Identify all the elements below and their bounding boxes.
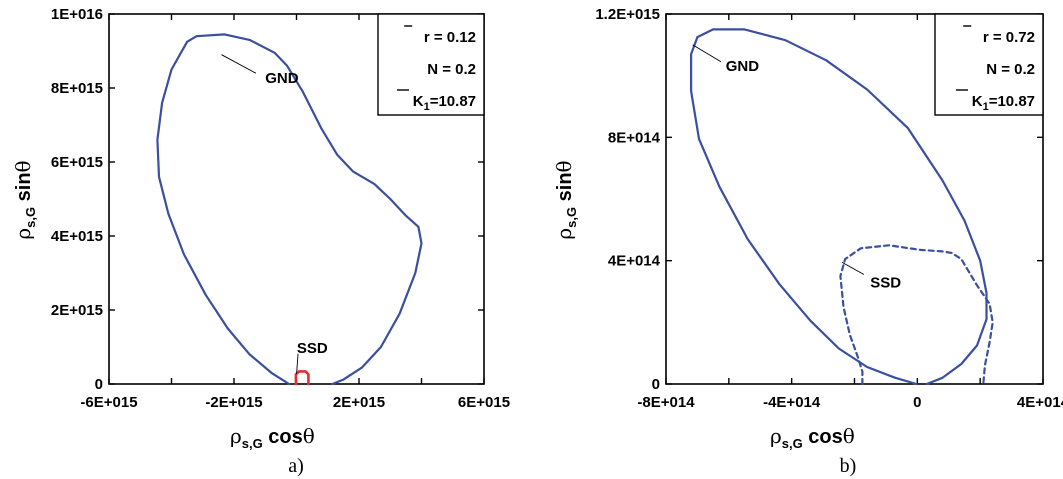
y-tick-label: 6E+015 [51, 154, 103, 171]
annotation-label-ssd: SSD [297, 340, 328, 357]
legend-n: N = 0.2 [427, 61, 476, 78]
y-axis-title: ρs,G sinθ [552, 160, 579, 239]
y-tick-label: 0 [652, 376, 660, 393]
x-tick-label: -6E+015 [80, 394, 137, 411]
legend-r-bar: r = 0.12 [424, 29, 476, 46]
legend-box: r = 0.12 N = 0.2 K1=10.87 [377, 13, 485, 116]
x-tick-label: 2E+015 [333, 394, 385, 411]
x-tick-label: -2E+015 [205, 394, 262, 411]
series-line-gnd [156, 33, 423, 386]
y-tick-label: 1.2E+015 [595, 6, 660, 23]
y-tick-label: 8E+014 [608, 129, 661, 146]
annotation-label-ssd: SSD [870, 275, 901, 292]
series-line-ssd [839, 244, 994, 386]
y-tick-label: 2E+015 [51, 302, 103, 319]
legend-n: N = 0.2 [986, 61, 1035, 78]
annotation-leader-line [841, 261, 865, 275]
y-tick-label: 4E+015 [51, 228, 103, 245]
legend-frame [377, 13, 485, 116]
chart-b: -8E+014 -4E+014 0 4E+014 0 4E+014 8E+014 1.2E+0… [552, 6, 1063, 477]
y-tick-label: 8E+015 [51, 80, 103, 97]
panel-caption: b) [840, 455, 857, 477]
y-tick-label: 1E+016 [51, 6, 103, 23]
annotation-leader-line [692, 44, 722, 63]
legend-box: r = 0.72 N = 0.2 K1=10.87 [934, 13, 1044, 116]
y-tick-label: 0 [95, 376, 103, 393]
x-tick-label: -4E+014 [763, 394, 821, 411]
x-tick-label: 6E+015 [458, 394, 510, 411]
y-tick-label: 4E+014 [608, 253, 661, 270]
chart-a: -6E+015 -2E+015 2E+015 6E+015 0 2E+015 4E+015 6… [11, 6, 510, 477]
annotation-label-gnd: GND [726, 58, 760, 75]
y-axis-title: ρs,G sinθ [11, 160, 38, 239]
legend-k1-bar: K1=10.87 [413, 93, 476, 113]
x-axis-title: ρs,G cosθ [230, 424, 315, 451]
legend-k1-bar: K1=10.87 [972, 93, 1035, 113]
x-tick-label: -8E+014 [637, 394, 695, 411]
x-tick-label: 4E+014 [1017, 394, 1063, 411]
annotation-leader-line [296, 353, 299, 375]
annotation-leader-line [221, 54, 257, 74]
legend-r-bar: r = 0.72 [983, 29, 1035, 46]
legend-frame [934, 13, 1044, 116]
series-line-ssd [294, 370, 310, 386]
x-tick-label: 0 [913, 394, 921, 411]
annotation-label-gnd: GND [265, 70, 299, 87]
x-axis-title: ρs,G cosθ [770, 424, 855, 451]
series-line-gnd [689, 28, 988, 386]
panel-caption: a) [288, 455, 304, 477]
